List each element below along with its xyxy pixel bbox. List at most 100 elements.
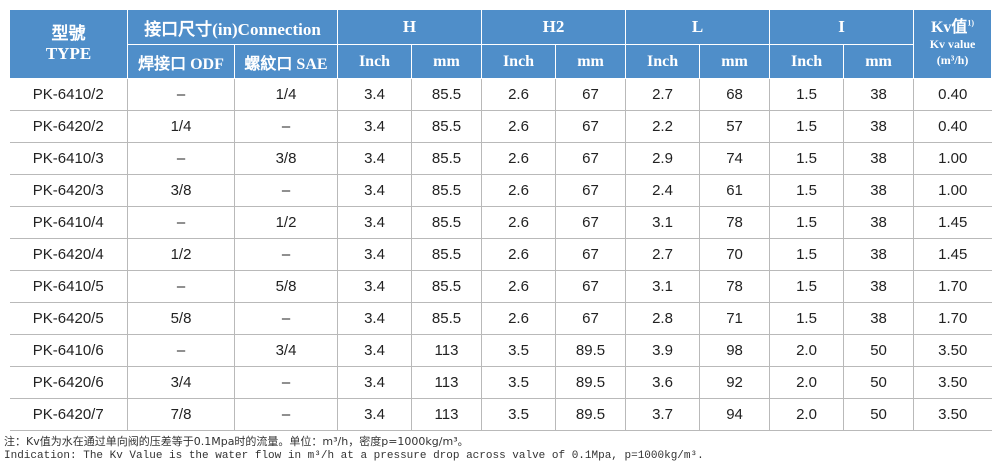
cell-i-inch: 1.5 (769, 110, 845, 143)
cell-h2-mm: 67 (555, 206, 627, 239)
cell-i-mm: 50 (843, 366, 915, 399)
header-type: 型號 TYPE (9, 9, 128, 79)
header-h-inch: Inch (337, 44, 412, 79)
table-row: PK-6420/3 3/8–3.4 85.5 2.6 67 2.4 61 1.5 38 1.00 (9, 174, 992, 207)
cell-h-inch: 3.4 (337, 174, 412, 207)
table-row: PK-6420/2 1/4–3.4 85.5 2.6 67 2.2 57 1.5 38 0.40 (9, 110, 992, 143)
header-l: L (625, 9, 771, 45)
cell-h-inch: 3.4 (337, 302, 412, 335)
cell-i-mm: 38 (843, 174, 915, 207)
cell-i-inch: 1.5 (769, 238, 845, 271)
cell-kv: 3.50 (913, 366, 992, 399)
header-h2: H2 (481, 9, 627, 45)
cell-l-inch: 2.9 (625, 142, 701, 175)
cell-l-mm: 78 (699, 270, 771, 303)
cell-odf: 3/4 (127, 366, 235, 399)
cell-sae: – (234, 110, 338, 143)
cell-kv: 1.70 (913, 302, 992, 335)
cell-h-inch: 3.4 (337, 110, 412, 143)
cell-l-inch: 2.2 (625, 110, 701, 143)
cell-l-inch: 2.7 (625, 78, 701, 111)
cell-sae: – (234, 398, 338, 431)
cell-l-mm: 98 (699, 334, 771, 367)
cell-h2-mm: 67 (555, 78, 627, 111)
table-row: PK-6420/4 1/2–3.4 85.5 2.6 67 2.7 70 1.5 38 1.45 (9, 238, 992, 271)
cell-sae: – (234, 366, 338, 399)
cell-kv: 3.50 (913, 334, 992, 367)
note-en: Indication: The Kv Value is the water fl… (4, 450, 704, 462)
header-sae: 螺紋口 SAE (234, 44, 338, 79)
cell-type: PK-6410/6 (9, 334, 128, 367)
cell-h2-inch: 2.6 (481, 238, 557, 271)
cell-h-inch: 3.4 (337, 142, 412, 175)
cell-sae: 1/2 (234, 206, 338, 239)
cell-h2-mm: 67 (555, 302, 627, 335)
cell-sae: – (234, 302, 338, 335)
header-h2-mm: mm (555, 44, 627, 79)
cell-h-inch: 3.4 (337, 334, 412, 367)
table-row: PK-6420/6 3/4–3.4 113 3.5 89.5 3.6 92 2.0 50 3.50 (9, 366, 992, 399)
cell-h-mm: 85.5 (411, 206, 483, 239)
header-h2-inch: Inch (481, 44, 557, 79)
cell-i-mm: 38 (843, 142, 915, 175)
header-kv-sub1: Kv value (929, 37, 976, 51)
cell-i-mm: 50 (843, 398, 915, 431)
header-i-mm: mm (843, 44, 915, 79)
cell-odf: – (127, 78, 235, 111)
cell-kv: 1.00 (913, 142, 992, 175)
cell-i-mm: 50 (843, 334, 915, 367)
cell-h-mm: 113 (411, 398, 483, 431)
header-odf: 焊接口 ODF (127, 44, 235, 79)
cell-i-inch: 1.5 (769, 270, 845, 303)
cell-h-mm: 113 (411, 334, 483, 367)
cell-i-mm: 38 (843, 110, 915, 143)
cell-sae: – (234, 238, 338, 271)
cell-type: PK-6410/2 (9, 78, 128, 111)
cell-l-inch: 3.1 (625, 206, 701, 239)
cell-h2-inch: 2.6 (481, 270, 557, 303)
cell-l-mm: 61 (699, 174, 771, 207)
cell-i-inch: 1.5 (769, 302, 845, 335)
cell-type: PK-6410/5 (9, 270, 128, 303)
header-l-mm: mm (699, 44, 771, 79)
table-row: PK-6410/6–3/4 3.4 113 3.5 89.5 3.9 98 2.0 50 3.50 (9, 334, 992, 367)
cell-odf: 1/2 (127, 238, 235, 271)
cell-h-inch: 3.4 (337, 366, 412, 399)
cell-kv: 3.50 (913, 398, 992, 431)
cell-h-inch: 3.4 (337, 238, 412, 271)
cell-i-mm: 38 (843, 238, 915, 271)
cell-type: PK-6410/4 (9, 206, 128, 239)
cell-kv: 1.45 (913, 206, 992, 239)
header-type-en: TYPE (45, 44, 92, 63)
cell-h2-inch: 3.5 (481, 334, 557, 367)
cell-sae: 1/4 (234, 78, 338, 111)
header-kv-main: Kv值1) (930, 18, 975, 36)
cell-kv: 0.40 (913, 110, 992, 143)
header-kv: Kv值1) Kv value (m³/h) (913, 9, 993, 79)
cell-i-inch: 1.5 (769, 206, 845, 239)
cell-h-mm: 85.5 (411, 302, 483, 335)
cell-h-inch: 3.4 (337, 270, 412, 303)
cell-h2-inch: 2.6 (481, 174, 557, 207)
cell-h-mm: 113 (411, 366, 483, 399)
cell-l-mm: 70 (699, 238, 771, 271)
cell-l-inch: 3.6 (625, 366, 701, 399)
cell-h-mm: 85.5 (411, 110, 483, 143)
table-row: PK-6420/7 7/8–3.4 113 3.5 89.5 3.7 94 2.0 50 3.50 (9, 398, 992, 431)
cell-l-inch: 3.9 (625, 334, 701, 367)
cell-l-inch: 3.7 (625, 398, 701, 431)
cell-h-inch: 3.4 (337, 398, 412, 431)
cell-h2-mm: 67 (555, 174, 627, 207)
cell-i-mm: 38 (843, 302, 915, 335)
cell-h-mm: 85.5 (411, 174, 483, 207)
cell-h-mm: 85.5 (411, 78, 483, 111)
cell-sae: 5/8 (234, 270, 338, 303)
cell-kv: 1.00 (913, 174, 992, 207)
cell-kv: 1.45 (913, 238, 992, 271)
cell-h2-mm: 89.5 (555, 398, 627, 431)
header-i: I (769, 9, 915, 45)
table-row: PK-6420/5 5/8–3.4 85.5 2.6 67 2.8 71 1.5 38 1.70 (9, 302, 992, 335)
cell-l-mm: 94 (699, 398, 771, 431)
cell-odf: – (127, 142, 235, 175)
cell-h-inch: 3.4 (337, 206, 412, 239)
